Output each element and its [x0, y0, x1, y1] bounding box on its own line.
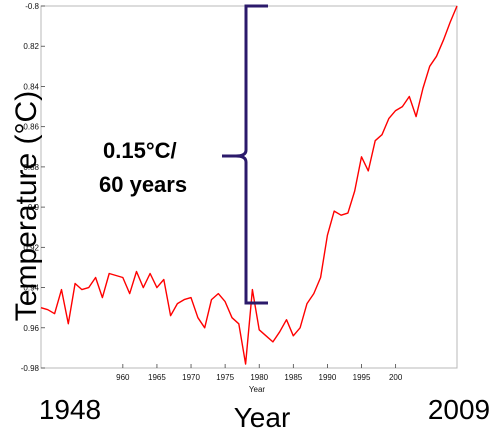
x-tick-label: 1985 [284, 373, 302, 382]
x-tick-label: 1965 [148, 373, 166, 382]
y-tick-label: -0.9 [25, 203, 39, 212]
y-axis-ticks: -0.8 0.82 0.84 0.86 0.88 -0.9 0.92 0.94 0.96 -0.9… [21, 2, 45, 373]
y-tick-label: 0.92 [23, 243, 39, 252]
end-year-label: 2009 [428, 394, 490, 425]
x-axis-small-label: Year [249, 385, 266, 394]
annotation-line-2: 60 years [99, 172, 187, 197]
y-tick-label: -0.8 [25, 2, 39, 11]
y-tick-label: 0.88 [23, 163, 39, 172]
annotation-line-1: 0.15°C/ [103, 138, 177, 163]
y-tick-label: 0.96 [23, 324, 39, 333]
y-tick-label: 0.86 [23, 123, 39, 132]
y-axis-label: Temperature (°C) [10, 91, 43, 321]
plot-frame [40, 5, 458, 369]
x-tick-label: 960 [116, 373, 130, 382]
y-tick-label: 0.82 [23, 42, 39, 51]
x-tick-label: 1990 [319, 373, 337, 382]
x-tick-label: 200 [389, 373, 403, 382]
start-year-label: 1948 [39, 394, 101, 425]
x-tick-label: 1970 [182, 373, 200, 382]
y-tick-label: -0.98 [21, 364, 40, 373]
y-tick-label: 0.84 [23, 82, 39, 91]
x-tick-label: 1980 [250, 373, 268, 382]
x-axis-ticks: 960 1965 1970 1975 1980 1985 1990 1995 200 [116, 364, 403, 382]
temperature-series-line [40, 5, 458, 365]
range-brace [222, 4, 268, 305]
x-axis-big-label: Year [234, 402, 291, 432]
x-tick-label: 1995 [353, 373, 371, 382]
y-tick-label: 0.94 [23, 284, 39, 293]
x-tick-label: 1975 [216, 373, 234, 382]
